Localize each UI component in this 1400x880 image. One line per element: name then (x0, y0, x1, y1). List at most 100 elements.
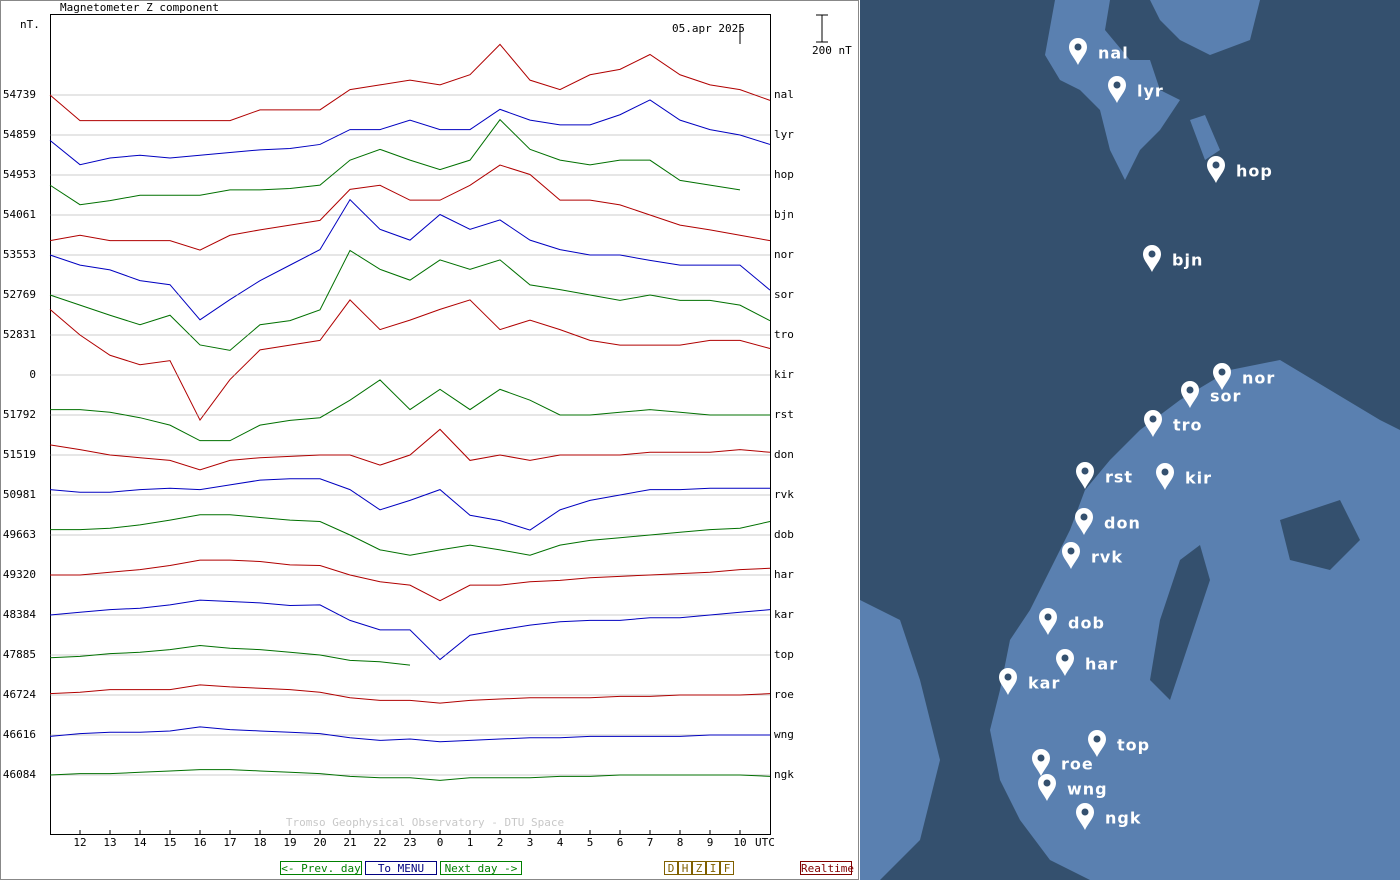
baseline-label: 51519 (3, 448, 36, 461)
map-label: rvk (1091, 548, 1123, 567)
map-pin (1181, 381, 1199, 408)
map-pin (1144, 410, 1162, 437)
map-pin (999, 668, 1017, 695)
x-tick-label: 15 (163, 836, 176, 849)
station-label: sor (774, 288, 794, 301)
nav-button[interactable]: D (664, 861, 678, 875)
nav-button[interactable]: To MENU (365, 861, 437, 875)
unit-label: nT. (20, 18, 40, 31)
station-label: don (774, 448, 794, 461)
nav-button[interactable]: Realtime (800, 861, 854, 875)
map-pin-hole (1081, 467, 1089, 475)
map-pin-hole (1161, 468, 1169, 476)
date-label: 05.apr 2025 (672, 22, 745, 35)
x-tick-label: 7 (647, 836, 654, 849)
map-pin-hole (1044, 613, 1052, 621)
station-label: roe (774, 688, 794, 701)
baseline-label: 52769 (3, 288, 36, 301)
x-tick-label: 3 (527, 836, 534, 849)
trace (49, 769, 771, 781)
baseline-label: 46724 (3, 688, 36, 701)
map-pin (1076, 803, 1094, 830)
trace (49, 684, 771, 704)
map-pin (1088, 730, 1106, 757)
map-pin (1062, 542, 1080, 569)
map-label: nal (1098, 44, 1129, 63)
trace (50, 514, 771, 556)
x-tick-label: 9 (707, 836, 714, 849)
x-tick-label: 2 (497, 836, 504, 849)
x-tick-label: 16 (193, 836, 206, 849)
station-label: nal (774, 88, 794, 101)
nav-button[interactable]: <- Prev. day (280, 861, 362, 875)
map-label: roe (1061, 755, 1094, 774)
x-tick-label: 12 (73, 836, 86, 849)
map-pin-hole (1080, 513, 1088, 521)
x-tick-label: 10 (733, 836, 746, 849)
x-tick-label: 21 (343, 836, 356, 849)
map-label: tro (1173, 416, 1203, 435)
baseline-label: 54739 (3, 88, 36, 101)
trace (49, 249, 771, 351)
map-label: kir (1185, 469, 1212, 488)
map-pin-hole (1037, 754, 1045, 762)
station-label: ngk (774, 768, 794, 781)
baseline-label: 52831 (3, 328, 36, 341)
trace (49, 198, 771, 321)
x-tick-label: 8 (677, 836, 684, 849)
nav-bar: <- Prev. day To MENU Next day -> D H Z I F Realt… (0, 860, 860, 878)
map-label: top (1117, 736, 1150, 755)
trace (49, 43, 771, 122)
x-tick-label: 13 (103, 836, 116, 849)
map-label: dob (1068, 614, 1105, 633)
map-label: sor (1210, 387, 1241, 406)
x-tick-label: 6 (617, 836, 624, 849)
baseline-label: 47885 (3, 648, 36, 661)
nav-button[interactable]: I (706, 861, 720, 875)
x-tick-label: 14 (133, 836, 147, 849)
map-label: bjn (1172, 251, 1203, 270)
map-pin-hole (1081, 808, 1089, 816)
map-pin (1075, 508, 1093, 535)
station-label: rvk (774, 488, 794, 501)
plot-title: Magnetometer Z component (60, 1, 219, 14)
map-pin (1213, 363, 1231, 390)
panel-border (0, 0, 859, 880)
plot-panel: Magnetometer Z component nT. 05.apr 2025… (0, 0, 859, 880)
baseline-label: 51792 (3, 408, 36, 421)
map-pin (1039, 608, 1057, 635)
nav-button[interactable]: F (720, 861, 734, 875)
x-tick-label: 5 (587, 836, 594, 849)
station-label: bjn (774, 208, 794, 221)
scale-label: 200 nT (812, 44, 852, 57)
baseline-label: 49320 (3, 568, 36, 581)
map-label: rst (1105, 468, 1133, 487)
map-label: har (1085, 655, 1118, 674)
x-tick-label: 4 (557, 836, 564, 849)
watermark: Tromso Geophysical Observatory - DTU Spa… (286, 816, 564, 829)
station-label: hop (774, 168, 794, 181)
map-label: don (1104, 514, 1141, 533)
baseline-label: 0 (29, 368, 36, 381)
map-label: ngk (1105, 809, 1141, 828)
map-pin-hole (1093, 735, 1101, 743)
map-pin (1056, 649, 1074, 676)
nav-button[interactable]: Next day -> (440, 861, 522, 875)
map-pin-hole (1074, 43, 1082, 51)
trace (49, 599, 771, 661)
map-label: lyr (1137, 82, 1164, 101)
x-tick-label: 19 (283, 836, 296, 849)
trace (49, 478, 770, 531)
baseline-label: 48384 (3, 608, 36, 621)
nav-button[interactable]: H (678, 861, 692, 875)
map-label: kar (1028, 674, 1060, 693)
station-label: wng (774, 728, 794, 741)
x-tick-label: 18 (253, 836, 266, 849)
station-label: lyr (774, 128, 794, 141)
trace (49, 299, 771, 421)
nav-button[interactable]: Z (692, 861, 706, 875)
x-tick-label: 22 (373, 836, 386, 849)
gulf (1150, 500, 1360, 700)
